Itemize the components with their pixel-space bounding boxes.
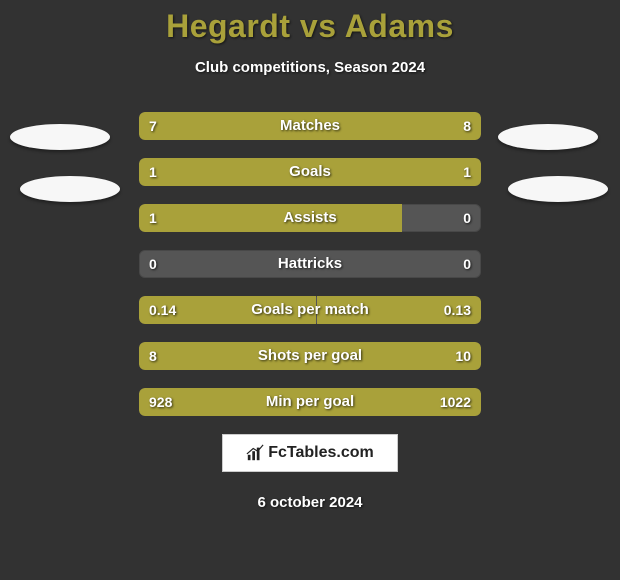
stat-row: 00Hattricks xyxy=(139,250,481,278)
stat-label: Goals per match xyxy=(139,296,481,324)
stat-label: Hattricks xyxy=(139,250,481,278)
bar-chart-icon xyxy=(246,444,264,462)
stat-row: 10Assists xyxy=(139,204,481,232)
placeholder-ellipse xyxy=(10,124,110,150)
stat-label: Shots per goal xyxy=(139,342,481,370)
placeholder-ellipse xyxy=(498,124,598,150)
stat-label: Goals xyxy=(139,158,481,186)
placeholder-ellipse xyxy=(508,176,608,202)
stats-container: 78Matches 11Goals 10Assists 00Hattricks 0.14… xyxy=(0,112,620,416)
stat-row: 78Matches xyxy=(139,112,481,140)
stat-row: 11Goals xyxy=(139,158,481,186)
logo-box[interactable]: FcTables.com xyxy=(222,434,398,472)
placeholder-ellipse xyxy=(20,176,120,202)
stat-row: 0.140.13Goals per match xyxy=(139,296,481,324)
page-title: Hegardt vs Adams xyxy=(0,0,620,45)
stat-row: 810Shots per goal xyxy=(139,342,481,370)
stat-row: 9281022Min per goal xyxy=(139,388,481,416)
stat-label: Assists xyxy=(139,204,481,232)
stat-label: Min per goal xyxy=(139,388,481,416)
logo-text: FcTables.com xyxy=(268,444,374,462)
footer-date: 6 october 2024 xyxy=(0,494,620,511)
subtitle: Club competitions, Season 2024 xyxy=(0,59,620,76)
stat-label: Matches xyxy=(139,112,481,140)
